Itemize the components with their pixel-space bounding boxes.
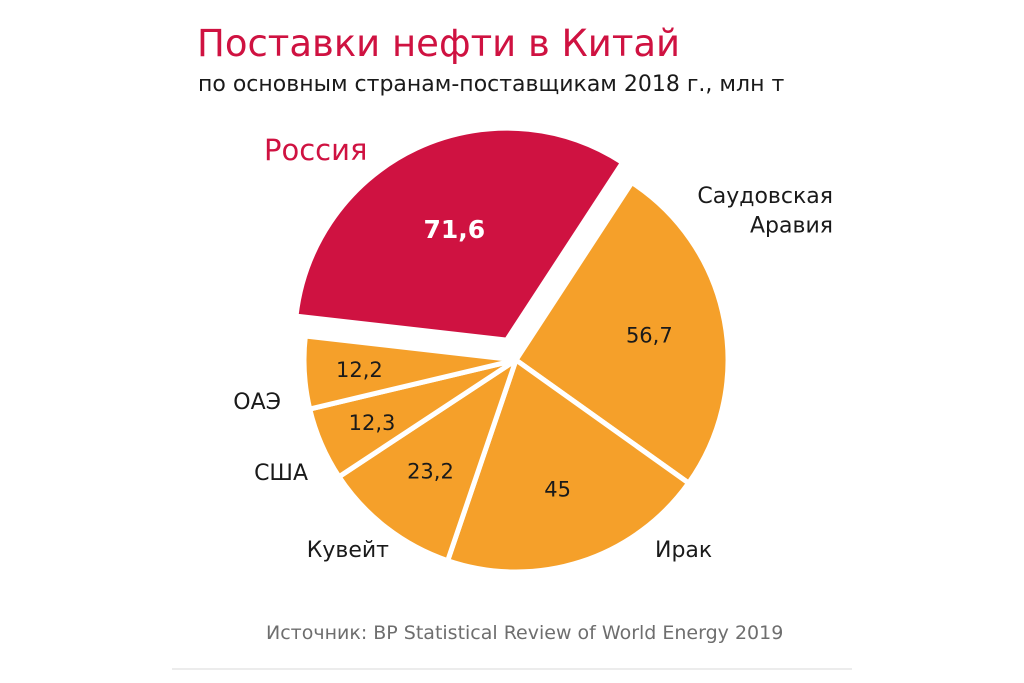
category-label-5: США bbox=[254, 461, 308, 486]
value-label-5: 12,3 bbox=[349, 411, 396, 435]
pie-slice-1 bbox=[293, 125, 626, 343]
chart-title: Поставки нефти в Китай bbox=[197, 22, 681, 65]
footer-divider bbox=[172, 668, 852, 670]
value-label-2: 56,7 bbox=[626, 323, 673, 347]
value-label-6: 12,2 bbox=[336, 358, 383, 382]
category-label-2: Саудовская Аравия bbox=[697, 184, 833, 239]
chart-source: Источник: BP Statistical Review of World… bbox=[266, 622, 784, 644]
pie-slice-3 bbox=[445, 357, 692, 575]
value-label-4: 23,2 bbox=[407, 459, 454, 483]
category-label-1: Россия bbox=[264, 133, 367, 167]
value-label-3: 45 bbox=[544, 478, 571, 502]
pie-slice-2 bbox=[513, 179, 731, 486]
value-label-1: 71,6 bbox=[423, 215, 485, 244]
category-label-3: Ирак bbox=[655, 538, 712, 563]
category-label-6: ОАЭ bbox=[233, 390, 281, 415]
chart-subtitle: по основным странам-поставщикам 2018 г.,… bbox=[198, 72, 785, 97]
pie-slice-6 bbox=[301, 333, 519, 412]
pie-slice-4 bbox=[336, 357, 519, 564]
category-label-4: Кувейт bbox=[307, 538, 389, 563]
